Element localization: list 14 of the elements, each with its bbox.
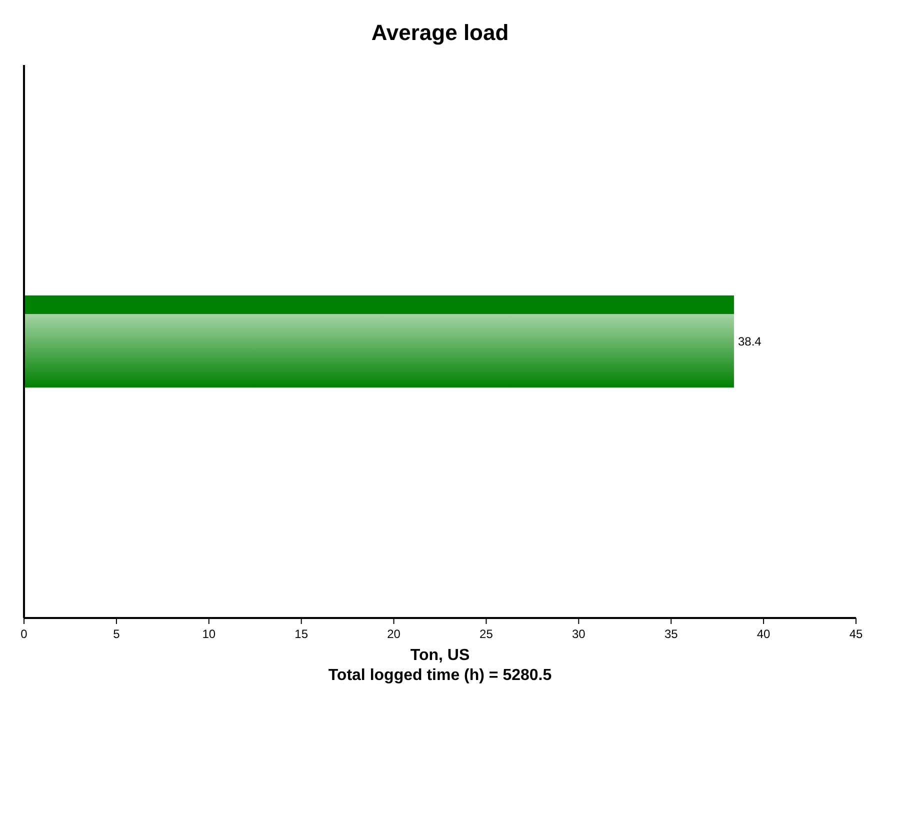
x-tick-label: 15 xyxy=(294,627,308,641)
x-tick-label: 0 xyxy=(20,627,28,641)
data-label: 38.4 xyxy=(738,334,762,349)
x-tick-label: 30 xyxy=(572,627,586,641)
x-tick-label: 5 xyxy=(113,627,120,641)
chart-title: Average load xyxy=(371,20,509,45)
x-tick-label: 10 xyxy=(202,627,216,641)
text: Total logged time (h) = 5280.5 xyxy=(328,667,552,684)
x-tick-label: 20 xyxy=(387,627,401,641)
x-tick-label: 35 xyxy=(664,627,678,641)
x-tick-label: 45 xyxy=(849,627,863,641)
x-tick-label: 25 xyxy=(480,627,494,641)
x-tick-label: 40 xyxy=(756,627,771,641)
x-axis-title: Ton, US xyxy=(410,647,470,664)
